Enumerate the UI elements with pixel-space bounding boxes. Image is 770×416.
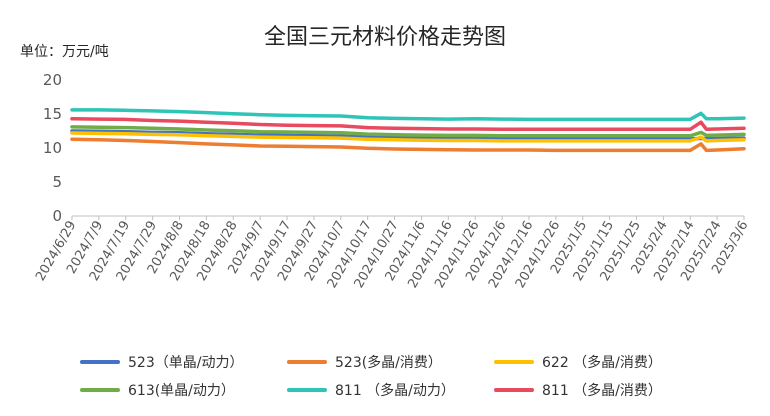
y-axis-label: 单位：万元/吨 [20,44,109,60]
series-line-0 [70,129,746,141]
y-tick-label: 20 [43,71,62,89]
legend-item: 811 （多晶/消费） [494,380,662,400]
series-line-1 [70,137,746,153]
legend-swatch [494,360,534,364]
chart-title: 全国三元材料价格走势图 [264,25,506,50]
legend-item: 613(单晶/动力） [80,380,235,400]
y-tick-label: 10 [43,139,62,157]
series-lines [70,108,746,153]
legend-item: 523（单晶/动力） [80,352,243,372]
series-line-2 [70,131,746,143]
legend-item: 523(多晶/消费） [287,352,442,372]
y-axis-ticks: 0 5 10 15 20 [43,71,62,225]
x-axis-ticks: 2024/6/292024/7/92024/7/192024/7/292024/… [33,216,751,291]
legend-swatch [80,360,120,364]
legend-item: 622 （多晶/消费） [494,352,662,372]
y-tick-label: 0 [52,207,62,225]
y-tick-label: 15 [43,105,62,123]
series-line-4 [70,108,746,122]
legend: 523（单晶/动力） 523(多晶/消费） 622 （多晶/消费） 613(单晶/动力… [0,344,770,410]
legend-swatch [287,360,327,364]
legend-item: 811 （多晶/动力） [287,380,455,400]
legend-swatch [287,388,327,392]
y-tick-label: 5 [52,173,62,191]
legend-label: 622 （多晶/消费） [542,355,662,371]
series-line-5 [70,117,746,132]
legend-label: 523(多晶/消费） [335,355,442,371]
legend-swatch [494,388,534,392]
legend-label: 811 （多晶/动力） [335,383,455,399]
series-line-3 [70,125,746,138]
legend-label: 811 （多晶/消费） [542,383,662,399]
legend-label: 523（单晶/动力） [128,355,244,371]
legend-label: 613(单晶/动力） [128,383,235,399]
legend-swatch [80,388,120,392]
